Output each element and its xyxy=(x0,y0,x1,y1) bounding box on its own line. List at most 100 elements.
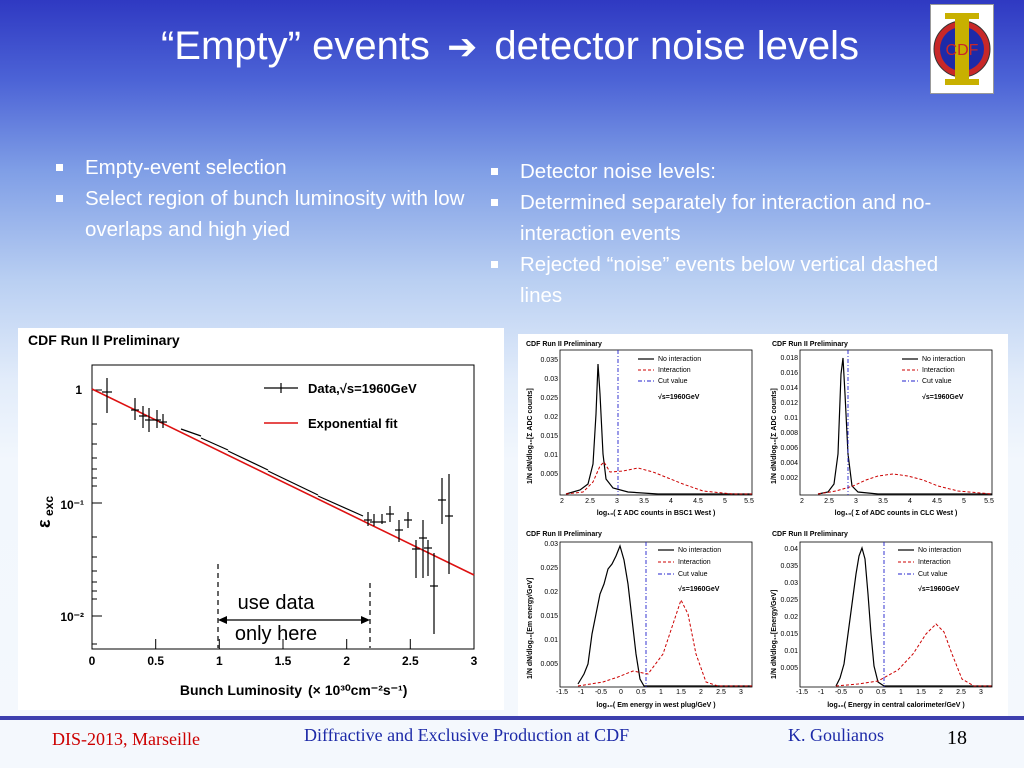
svg-text:0.012: 0.012 xyxy=(780,400,798,407)
x-axis-label: Bunch Luminosity xyxy=(180,682,302,698)
left-bullet-list: Empty-event selection Select region of b… xyxy=(53,152,473,245)
svg-text:0.025: 0.025 xyxy=(780,597,798,604)
x-axis-label: log₁₀( Em energy in west plug/GeV ) xyxy=(596,702,715,709)
svg-text:0.005: 0.005 xyxy=(540,471,558,478)
svg-text:0.01: 0.01 xyxy=(784,648,798,655)
legend-data-label: Data,√s=1960GeV xyxy=(308,381,417,396)
plot-header: CDF Run II Preliminary xyxy=(28,332,180,348)
svg-text:0.02: 0.02 xyxy=(784,614,798,621)
svg-text:3.5: 3.5 xyxy=(639,498,649,505)
footer-divider xyxy=(0,716,1024,720)
svg-text:0.018: 0.018 xyxy=(780,355,798,362)
svg-text:Interaction: Interaction xyxy=(922,367,955,374)
svg-text:0.02: 0.02 xyxy=(544,589,558,596)
svg-text:0.5: 0.5 xyxy=(636,689,646,696)
y-axis-label: 1/N dN/dlog₁₀[Σ ADC counts] xyxy=(771,388,778,484)
x-tick-label: 0.5 xyxy=(147,654,164,668)
svg-text:0.005: 0.005 xyxy=(780,665,798,672)
svg-text:Cut value: Cut value xyxy=(922,378,952,385)
annotation-line2: only here xyxy=(235,623,317,645)
svg-text:5.5: 5.5 xyxy=(744,498,754,505)
svg-text:-0.5: -0.5 xyxy=(595,689,607,696)
svg-text:0.016: 0.016 xyxy=(780,370,798,377)
svg-text:0.04: 0.04 xyxy=(784,546,798,553)
y-ticks xyxy=(92,389,102,645)
svg-text:√s=1960GeV: √s=1960GeV xyxy=(658,393,700,401)
plot-header: CDF Run II Preliminary xyxy=(526,341,602,348)
cdf-logo: CDF xyxy=(930,4,994,94)
data-points xyxy=(102,378,453,634)
svg-text:2: 2 xyxy=(560,498,564,505)
data-range-annotation: use data only here xyxy=(217,564,371,648)
svg-text:Cut value: Cut value xyxy=(678,571,708,578)
x-axis-label: log₁₀( Σ ADC counts in BSC1 West ) xyxy=(597,510,716,517)
legend-fit-label: Exponential fit xyxy=(308,416,398,431)
y-axis-label: 1/N dN/dlog₁₀[Em energy/GeV] xyxy=(527,578,534,679)
svg-text:0.01: 0.01 xyxy=(544,452,558,459)
svg-text:√s=1960GeV: √s=1960GeV xyxy=(918,585,960,593)
svg-text:0.02: 0.02 xyxy=(544,414,558,421)
plot-legend: No interaction Interaction Cut value √s=… xyxy=(658,547,721,593)
noise-level-plots: CDF Run II Preliminary 1/N dN/dlog₁₀[Σ A… xyxy=(518,334,1008,716)
svg-text:0.025: 0.025 xyxy=(540,395,558,402)
footer-conference: DIS-2013, Marseille xyxy=(52,729,200,749)
svg-text:2: 2 xyxy=(939,689,943,696)
svg-text:0.025: 0.025 xyxy=(540,565,558,572)
svg-text:5: 5 xyxy=(723,498,727,505)
svg-text:√s=1960GeV: √s=1960GeV xyxy=(678,585,720,593)
svg-text:4: 4 xyxy=(908,498,912,505)
x-tick-label: 2.5 xyxy=(402,654,419,668)
x-axis-label: log₁₀( Energy in central calorimeter/GeV… xyxy=(827,702,965,709)
plot-legend: No interaction Interaction Cut value √s=… xyxy=(638,356,701,401)
svg-text:0.015: 0.015 xyxy=(540,433,558,440)
svg-text:-1: -1 xyxy=(578,689,584,696)
svg-text:0.03: 0.03 xyxy=(544,541,558,548)
svg-text:0.015: 0.015 xyxy=(780,631,798,638)
plot-legend: No interaction Interaction Cut value √s=… xyxy=(902,356,965,401)
svg-text:-1.5: -1.5 xyxy=(796,689,808,696)
annotation-line1: use data xyxy=(238,592,316,614)
slide-number: 18 xyxy=(947,727,967,749)
svg-text:3: 3 xyxy=(979,689,983,696)
y-axis-label: ε exc xyxy=(34,496,56,528)
y-tick-label: 10⁻² xyxy=(60,610,84,624)
plot-legend: Data,√s=1960GeV Exponential fit xyxy=(264,381,417,431)
x-axis-label: log₁₀( Σ of ADC counts in CLC West ) xyxy=(835,510,958,517)
title-part2: detector noise levels xyxy=(494,24,860,68)
svg-text:1: 1 xyxy=(659,689,663,696)
svg-text:Interaction: Interaction xyxy=(678,559,711,566)
svg-text:0.03: 0.03 xyxy=(544,376,558,383)
central-calorimeter-plot: CDF Run II Preliminary 1/N dN/dlog₁₀[Ene… xyxy=(771,531,993,709)
x-ticks xyxy=(91,639,475,649)
svg-text:-1: -1 xyxy=(818,689,824,696)
svg-text:exc: exc xyxy=(42,496,56,516)
svg-text:0.002: 0.002 xyxy=(780,475,798,482)
svg-text:0: 0 xyxy=(859,689,863,696)
plot-header: CDF Run II Preliminary xyxy=(772,341,848,348)
west-plug-plot: CDF Run II Preliminary 1/N dN/dlog₁₀[Em … xyxy=(526,531,753,709)
plot-legend: No interaction Interaction Cut value √s=… xyxy=(898,547,961,593)
svg-text:2.5: 2.5 xyxy=(716,689,726,696)
svg-text:2: 2 xyxy=(800,498,804,505)
svg-text:1.5: 1.5 xyxy=(916,689,926,696)
svg-text:Interaction: Interaction xyxy=(918,559,951,566)
logo-text: CDF xyxy=(946,42,979,59)
svg-text:5: 5 xyxy=(962,498,966,505)
x-tick-label: 3 xyxy=(471,654,478,668)
svg-text:Interaction: Interaction xyxy=(658,367,691,374)
svg-text:-1.5: -1.5 xyxy=(556,689,568,696)
efficiency-vs-luminosity-plot: CDF Run II Preliminary ε exc 1 10⁻¹ 10⁻²… xyxy=(18,328,504,710)
clc-west-plot: CDF Run II Preliminary 1/N dN/dlog₁₀[Σ A… xyxy=(771,341,994,517)
footer-author: K. Goulianos xyxy=(788,725,884,745)
svg-text:3: 3 xyxy=(739,689,743,696)
svg-text:2.5: 2.5 xyxy=(585,498,595,505)
x-axis-unit: (× 10³⁰cm⁻²s⁻¹) xyxy=(308,682,407,698)
y-tick-label: 10⁻¹ xyxy=(60,498,84,512)
title-part1: “Empty” events xyxy=(160,24,430,68)
y-tick-label: 1 xyxy=(75,383,82,397)
svg-text:-0.5: -0.5 xyxy=(835,689,847,696)
svg-text:0.01: 0.01 xyxy=(784,415,798,422)
slide-title: “Empty” events ➔ detector noise levels xyxy=(100,24,920,69)
x-tick-label: 0 xyxy=(89,654,96,668)
svg-text:ε: ε xyxy=(34,519,54,528)
